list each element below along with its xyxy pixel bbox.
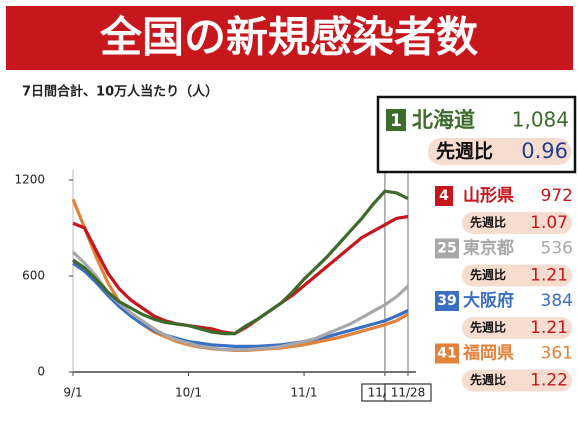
ratio-pill <box>428 138 571 165</box>
end-value-label: 361 <box>541 344 573 364</box>
ratio-label: 先週比 <box>470 372 506 387</box>
legend-name: 大阪府 <box>463 290 514 311</box>
series-line <box>72 261 409 348</box>
rank-label: 25 <box>437 241 456 257</box>
x-tick-label: 9/1 <box>63 386 82 400</box>
end-value-label: 384 <box>541 291 573 311</box>
ratio-label: 先週比 <box>470 320 506 335</box>
rank-badge <box>435 343 459 364</box>
ratio-value: 0.96 <box>521 139 568 163</box>
ratio-label: 先週比 <box>470 215 506 230</box>
ratio-pill <box>462 264 572 287</box>
x-tick-label: 11/28 <box>391 386 426 400</box>
ratio-label: 先週比 <box>436 140 493 163</box>
series-line <box>72 189 409 336</box>
ratio-value: 1.21 <box>530 266 568 286</box>
rank-badge <box>386 109 406 131</box>
legend-name: 福岡県 <box>462 343 514 364</box>
end-value-label: 1,084 <box>512 108 569 132</box>
legend-name: 山形県 <box>463 185 514 206</box>
rank-badge <box>435 186 453 206</box>
y-tick-label: 0 <box>37 365 45 379</box>
ratio-value: 1.07 <box>530 213 568 233</box>
rank-badge <box>435 291 459 311</box>
x-tick-label: 10/1 <box>175 386 202 400</box>
series-line <box>72 214 409 336</box>
ratio-pill <box>462 212 572 234</box>
chart-title: 全国の新規感染者数 <box>99 13 478 62</box>
end-value-label: 536 <box>541 239 573 259</box>
rank-label: 41 <box>437 346 456 362</box>
ratio-pill <box>462 317 572 339</box>
legend-name: 北海道 <box>412 108 475 132</box>
y-tick-label: 600 <box>22 269 45 283</box>
ratio-pill <box>462 369 572 392</box>
title-banner <box>6 6 573 70</box>
ratio-label: 先週比 <box>470 267 506 282</box>
legend-name: 東京都 <box>463 238 514 259</box>
rank-label: 4 <box>439 188 449 204</box>
y-tick-label: 1200 <box>14 173 45 187</box>
x-tick-label: 11/1 <box>291 386 318 400</box>
marker-box <box>384 383 432 402</box>
rank-label: 39 <box>437 293 456 309</box>
end-value-label: 972 <box>541 186 573 206</box>
rank-label: 1 <box>390 111 402 131</box>
series-line <box>71 250 410 352</box>
ratio-value: 1.22 <box>530 371 568 391</box>
rank-badge <box>435 238 459 259</box>
chart-subtitle: 7日間合計、10万人当たり（人） <box>22 84 218 100</box>
ratio-value: 1.21 <box>530 318 568 338</box>
